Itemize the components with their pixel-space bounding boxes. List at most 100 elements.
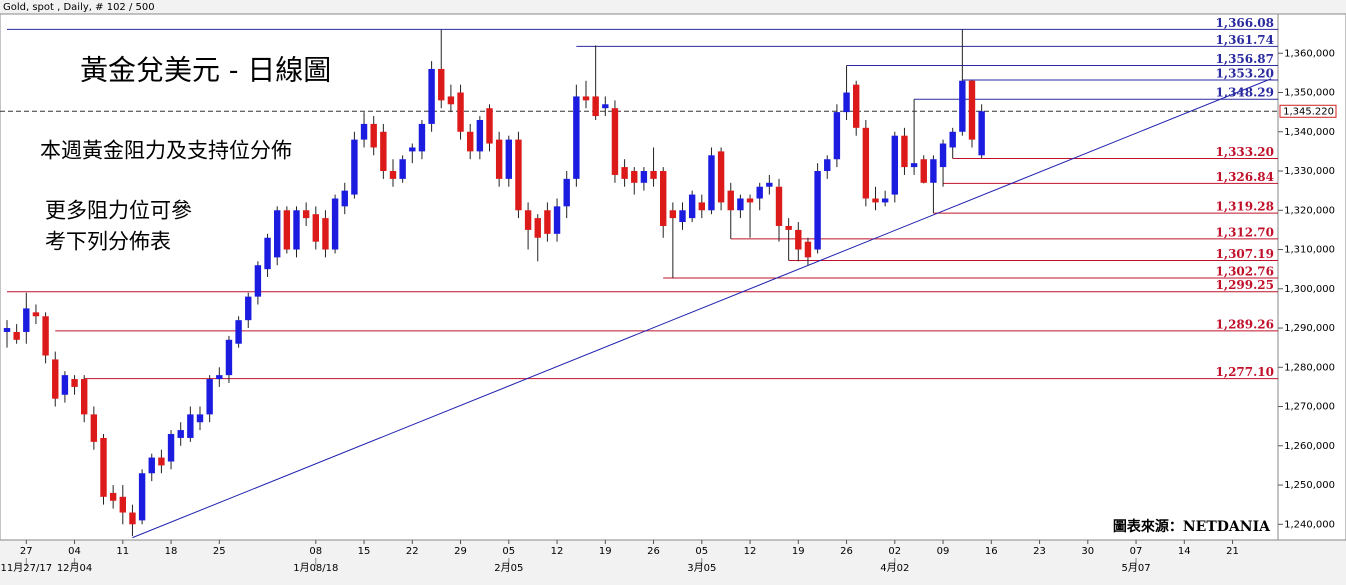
y-tick-label: 1,270,000 [1284,402,1335,413]
candle-body [274,210,281,258]
candle-body [949,131,956,148]
candle-body [177,430,184,438]
candle-body [843,92,850,113]
level-label: 1,353.20 [1216,66,1274,80]
candle-body [592,96,599,117]
y-tick-label: 1,280,000 [1284,362,1335,373]
candle-body [196,414,204,423]
x-tick-label: 08 [309,546,322,557]
candle-body [322,218,329,250]
level-label: 1,312.70 [1216,225,1274,239]
candle-body [573,96,580,179]
level-label: 1,302.76 [1216,264,1274,278]
candle-body [582,96,590,101]
level-label: 1,361.74 [1216,33,1274,47]
level-label: 1,299.25 [1216,278,1274,292]
y-tick-label: 1,260,000 [1284,441,1335,452]
candle-body [206,379,213,415]
candle-body [341,190,348,207]
level-label: 1,289.26 [1216,317,1274,331]
candle-body [631,171,638,183]
x-tick-label: 05 [502,546,515,557]
candle-body [438,68,445,101]
y-axis-area [1277,13,1346,541]
y-tick-label: 1,360,000 [1284,48,1335,59]
month-label: 2月05 [494,562,523,574]
x-tick-label: 19 [599,546,612,557]
y-tick-label: 1,330,000 [1284,166,1335,177]
candle-body [399,159,406,179]
x-tick-label: 12 [551,546,564,557]
candle-body [708,155,715,211]
annotation: 本週黃金阻力及支持位分佈 [40,139,292,163]
candle-body [225,339,233,376]
level-label: 1,348.29 [1216,86,1274,100]
candle-body [688,194,696,219]
candle-body [42,316,49,356]
candle-body [901,135,908,168]
candle-body [737,198,744,211]
candle-body [495,139,503,179]
candle-body [679,210,686,223]
candle-body [3,328,11,332]
candle-body [293,210,300,250]
candle-body [90,414,98,442]
level-label: 1,333.20 [1216,145,1274,159]
candle-body [660,171,667,226]
candle-body [418,123,426,152]
month-label: 11月27/17 [1,562,53,574]
candle-body [71,379,78,387]
candle-body [23,308,30,332]
candle-body [968,80,976,140]
candle-body [939,143,947,168]
annotation: 黃金兌美元 - 日線圖 [80,54,331,87]
x-tick-label: 22 [406,546,419,557]
candle-body [235,320,242,344]
month-label: 12月04 [57,562,92,574]
candle-body [727,190,734,211]
x-tick-label: 09 [937,546,950,557]
candle-body [389,171,397,179]
candle-body [370,123,377,148]
candle-body [881,198,889,203]
candle-body [524,210,532,230]
candle-body [109,492,117,501]
x-tick-label: 04 [68,546,81,557]
chart-title: Gold, spot , Daily, # 102 / 500 [3,2,155,13]
candle-body [563,178,570,207]
month-label: 5月07 [1122,562,1151,574]
candle-body [669,210,677,219]
candle-body [853,84,860,128]
candle-body [447,96,455,105]
x-tick-label: 15 [358,546,371,557]
x-tick-label: 30 [1081,546,1094,557]
candle-body [785,225,792,230]
candle-body [698,202,705,211]
level-label: 1,319.28 [1216,200,1274,214]
level-label: 1,326.84 [1216,170,1274,184]
x-tick-label: 19 [792,546,805,557]
current-price-box [1279,104,1337,118]
x-tick-label: 02 [888,546,901,557]
y-tick-label: 1,300,000 [1284,284,1335,295]
candle-body [476,119,484,152]
candle-body [119,496,126,513]
candle-body [129,512,136,525]
candle-body [457,92,464,132]
y-tick-label: 1,350,000 [1284,88,1335,99]
level-label: 1,356.87 [1216,52,1274,66]
annotation: 更多阻力位可參 [45,199,192,223]
level-label: 1,307.19 [1216,247,1274,261]
candle-body [264,237,271,270]
x-tick-label: 18 [165,546,178,557]
candle-body [158,457,165,466]
candle-body [100,437,107,497]
trend-line [132,78,1272,539]
candle-body [746,198,754,203]
x-tick-label: 29 [454,546,467,557]
candle-body [61,375,69,395]
x-tick-label: 26 [840,546,853,557]
candle-body [515,139,522,211]
candle-body [717,151,725,203]
